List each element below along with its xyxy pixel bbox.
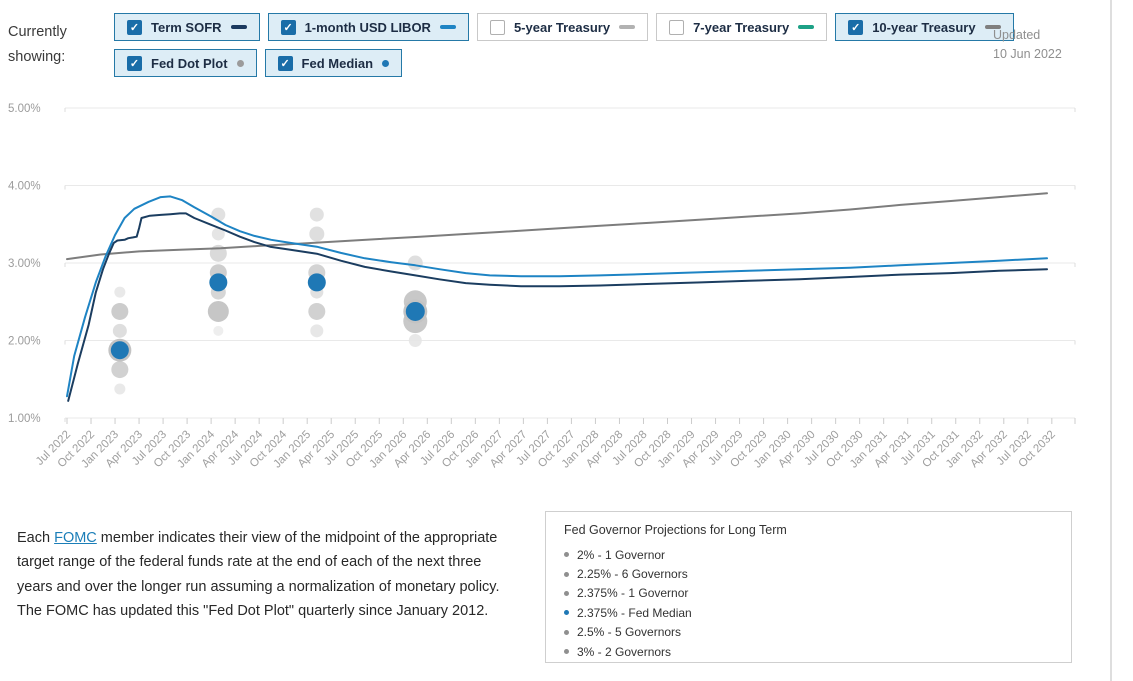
toggle-label: Fed Dot Plot [151, 55, 228, 71]
updated-date: 10 Jun 2022 [993, 47, 1062, 61]
series-dash-icon [619, 25, 636, 29]
legend-item-label: 2% - 1 Governor [577, 547, 666, 562]
legend-item-label: 2.25% - 6 Governors [577, 567, 688, 582]
legend-item-label: 2.375% - 1 Governor [577, 586, 689, 601]
toggle-7-year-treasury[interactable]: 7-year Treasury [656, 13, 828, 41]
checkbox-unchecked-icon [669, 19, 685, 35]
y-axis-tick-label: 5.00% [8, 103, 41, 115]
checkbox-unchecked-icon [489, 19, 505, 35]
toggle-term-sofr[interactable]: ✓ Term SOFR [114, 13, 260, 41]
legend-item: 2.375% - 1 Governor [564, 584, 1053, 603]
fed-dot[interactable] [114, 286, 126, 298]
toggle-fed-dot-plot[interactable]: ✓ Fed Dot Plot [114, 49, 257, 77]
fed-median-dot[interactable] [405, 301, 425, 321]
fed-median-dot[interactable] [110, 341, 129, 360]
series-line-1-month-usd-libor[interactable] [66, 195, 1048, 398]
fed-dot[interactable] [111, 302, 129, 320]
legend-bullet-icon [564, 571, 569, 577]
toggle-label: 10-year Treasury [872, 19, 976, 35]
legend-item-label: 2.375% - Fed Median [577, 605, 692, 620]
fomc-link[interactable]: FOMC [54, 529, 97, 546]
y-axis-tick-label: 3.00% [8, 258, 41, 270]
fed-dot[interactable] [309, 226, 325, 242]
fed-median-dot[interactable] [209, 273, 228, 292]
legend-item-list: 2% - 1 Governor 2.25% - 6 Governors 2.375%… [564, 545, 1053, 661]
series-dash-icon [230, 25, 247, 29]
toggle-1-month-usd-libor[interactable]: ✓ 1-month USD LIBOR [267, 13, 469, 41]
toggle-label: 5-year Treasury [513, 19, 611, 35]
fed-dot[interactable] [211, 207, 226, 222]
toggle-label: Fed Median [301, 55, 374, 71]
checkbox-checked-icon: ✓ [127, 55, 142, 71]
fed-dot[interactable] [309, 207, 324, 222]
legend-item-label: 2.5% - 5 Governors [577, 625, 682, 640]
legend-item-label: 3% - 2 Governors [577, 644, 672, 659]
toggle-label: 7-year Treasury [693, 19, 790, 35]
toggle-label: 1-month USD LIBOR [304, 19, 431, 35]
fed-dot[interactable] [112, 323, 127, 338]
legend-item: 3% - 2 Governors [564, 642, 1053, 661]
right-panel-divider [1110, 0, 1112, 681]
y-axis-tick-label: 4.00% [8, 181, 41, 193]
updated-label: Updated [993, 28, 1041, 42]
fed-dot[interactable] [111, 361, 129, 379]
series-toggle-group: ✓ Term SOFR ✓ 1-month USD LIBOR 5-year Treas… [114, 13, 1014, 77]
legend-title: Fed Governor Projections for Long Term [564, 523, 787, 537]
series-dot-icon [236, 59, 244, 67]
legend-bullet-icon [564, 610, 569, 616]
fed-dot[interactable] [114, 383, 126, 395]
updated-info: Updated 10 Jun 2022 [993, 26, 1062, 64]
fed-dot[interactable] [310, 324, 324, 338]
legend-bullet-icon [564, 590, 569, 596]
y-axis-tick-label: 1.00% [8, 413, 41, 425]
toggle-label: Term SOFR [151, 19, 222, 35]
long-term-projections-legend: Fed Governor Projections for Long Term 2… [545, 511, 1072, 663]
checkbox-checked-icon: ✓ [277, 55, 293, 71]
fed-dot[interactable] [207, 300, 229, 322]
fed-dot[interactable] [407, 255, 423, 271]
legend-bullet-icon [564, 629, 569, 635]
legend-bullet-icon [564, 649, 569, 655]
legend-bullet-icon [564, 552, 569, 558]
fed-dot-plot-description: Each FOMC member indicates their view of… [17, 529, 500, 620]
fed-median-dot[interactable] [307, 273, 326, 292]
series-dash-icon [984, 25, 1001, 29]
y-axis-tick-label: 2.00% [8, 336, 41, 348]
checkbox-checked-icon: ✓ [127, 19, 142, 35]
fed-dot[interactable] [213, 325, 224, 336]
checkbox-checked-icon: ✓ [848, 19, 864, 35]
fed-dot[interactable] [211, 227, 225, 241]
series-dash-icon [798, 25, 815, 29]
toggle-fed-median[interactable]: ✓ Fed Median [264, 49, 403, 77]
legend-item: 2.5% - 5 Governors [564, 623, 1053, 642]
series-dash-icon [439, 25, 456, 29]
legend-item: 2% - 1 Governor [564, 545, 1053, 564]
legend-item: 2.25% - 6 Governors [564, 564, 1053, 583]
toggle-10-year-treasury[interactable]: ✓ 10-year Treasury [835, 13, 1014, 41]
currently-showing-label: Currently showing: [8, 24, 67, 65]
fed-dot[interactable] [308, 302, 326, 320]
toggle-5-year-treasury[interactable]: 5-year Treasury [476, 13, 649, 41]
legend-item: 2.375% - Fed Median [564, 603, 1053, 622]
series-dot-icon [382, 59, 390, 67]
checkbox-checked-icon: ✓ [280, 19, 296, 35]
series-line-10-year-treasury[interactable] [66, 192, 1048, 261]
series-line-term-sofr[interactable] [67, 212, 1048, 402]
fed-dot[interactable] [408, 334, 422, 347]
